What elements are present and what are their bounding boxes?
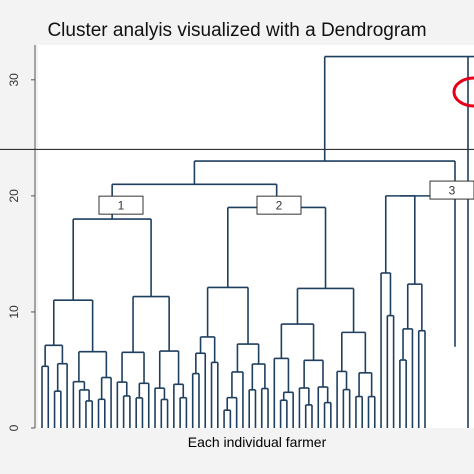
cluster-label-box bbox=[98, 195, 144, 215]
x-axis-label: Each individual farmer bbox=[187, 434, 327, 450]
cluster-label: 3 bbox=[449, 184, 456, 198]
cluster-label: 2 bbox=[276, 199, 283, 213]
cluster-label-box bbox=[429, 180, 474, 200]
chart-title: Cluster analyis visualized with a Dendro… bbox=[47, 20, 427, 41]
y-tick-label: 30 bbox=[7, 73, 21, 87]
cluster-label: 1 bbox=[118, 199, 125, 213]
highlight-circle bbox=[452, 76, 474, 108]
cluster-label-box bbox=[256, 195, 302, 215]
y-tick-label: 10 bbox=[7, 305, 21, 319]
y-tick-label: 0 bbox=[7, 424, 21, 431]
y-tick-label: 20 bbox=[7, 189, 21, 203]
